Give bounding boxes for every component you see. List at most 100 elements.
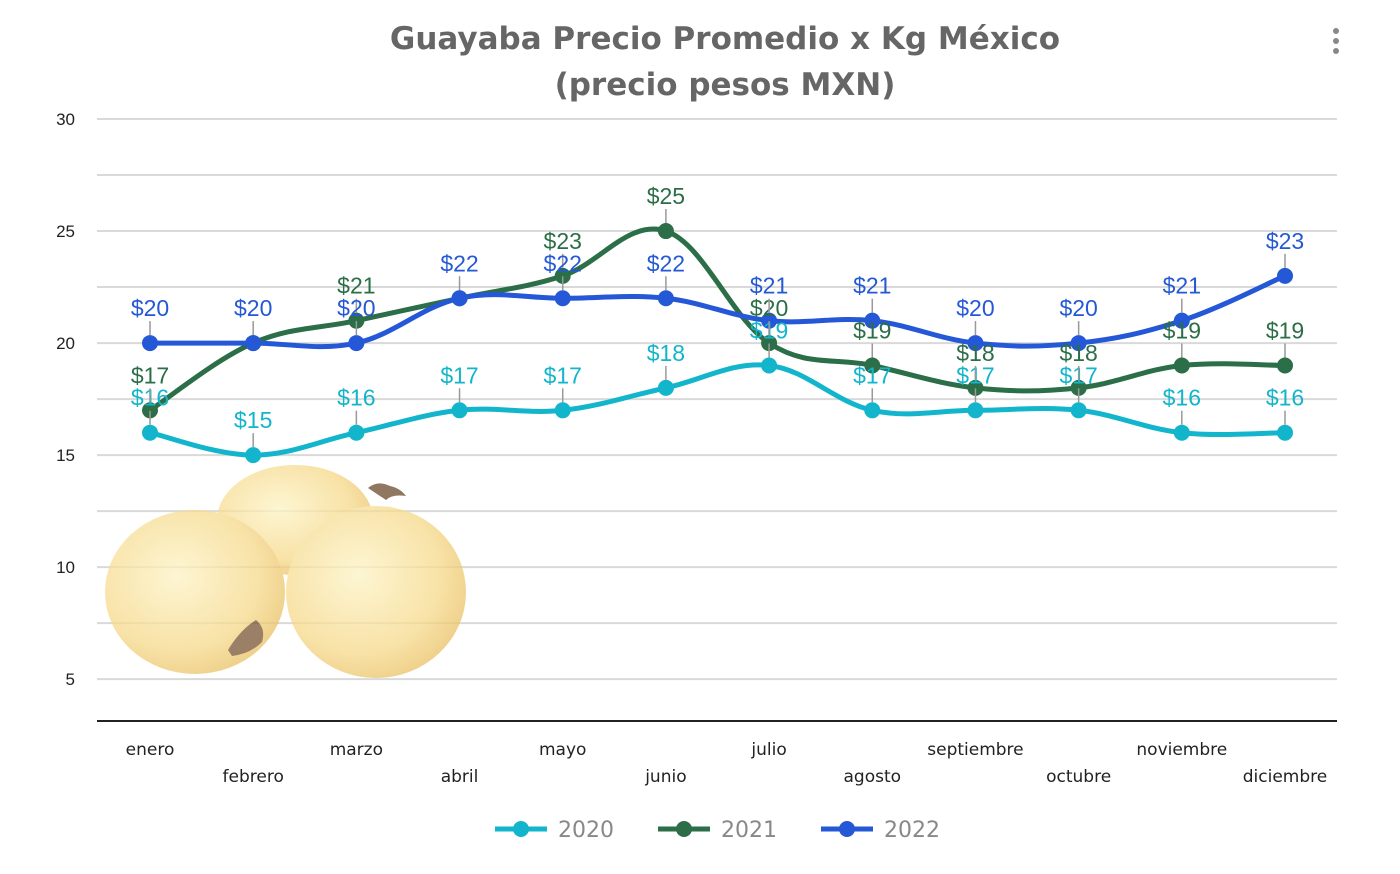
title-line-2: (precio pesos MXN): [554, 67, 896, 103]
y-tick-label: 25: [56, 222, 75, 241]
data-point: [451, 290, 468, 307]
data-label: $19: [853, 317, 891, 343]
series-line-2021: [148, 226, 1286, 413]
data-label: $16: [1266, 385, 1304, 411]
data-label: $21: [337, 273, 375, 299]
legend-label: 2022: [884, 818, 940, 843]
data-label: $17: [131, 362, 169, 388]
y-tick-label: 10: [56, 558, 75, 577]
data-label: $17: [440, 362, 478, 388]
data-label: $17: [853, 362, 891, 388]
guava-image: [105, 465, 466, 678]
data-label: $20: [956, 295, 994, 321]
data-label: $17: [544, 362, 582, 388]
data-label: $20: [337, 295, 375, 321]
title-line-1: Guayaba Precio Promedio x Kg México: [389, 21, 1061, 57]
data-point: [1173, 357, 1190, 374]
data-label: $21: [1163, 273, 1201, 299]
legend-marker: [839, 821, 855, 837]
x-tick-label: febrero: [223, 767, 284, 787]
x-tick-label: junio: [644, 767, 686, 787]
data-point: [554, 267, 571, 284]
data-point: [1277, 357, 1293, 374]
data-point: [657, 379, 674, 396]
data-point: [1173, 424, 1190, 441]
data-point: [1173, 312, 1190, 329]
data-label: $22: [440, 250, 478, 276]
y-tick-label: 30: [56, 110, 75, 129]
data-label: $18: [956, 340, 994, 366]
data-label: $20: [131, 295, 169, 321]
y-tick-label: 15: [56, 446, 75, 465]
data-label: $19: [1266, 317, 1304, 343]
data-point: [1070, 335, 1087, 352]
data-point: [657, 290, 674, 307]
data-point: [245, 335, 262, 352]
x-tick-label: diciembre: [1243, 767, 1327, 787]
legend-marker: [513, 821, 529, 837]
data-label: $18: [1059, 340, 1097, 366]
data-point: [1070, 379, 1087, 396]
data-point: [245, 447, 262, 464]
data-label: $20: [1059, 295, 1097, 321]
more-options-icon[interactable]: [1333, 28, 1341, 58]
data-point: [761, 312, 778, 329]
data-point: [657, 223, 674, 240]
data-point: [1070, 402, 1087, 419]
data-point: [142, 402, 158, 419]
data-label: $22: [647, 250, 685, 276]
x-tick-label: noviembre: [1136, 740, 1227, 760]
data-point: [864, 357, 881, 374]
data-point: [864, 402, 881, 419]
data-point: [967, 402, 984, 419]
data-point: [864, 312, 881, 329]
chart-title: Guayaba Precio Promedio x Kg México (pre…: [0, 16, 1400, 108]
data-label: $19: [1163, 317, 1201, 343]
series-2021: [142, 223, 1293, 419]
legend-label: 2020: [558, 818, 614, 843]
data-point: [967, 335, 984, 352]
legend-marker: [676, 821, 692, 837]
data-label: $15: [234, 407, 272, 433]
data-label: $23: [544, 228, 582, 254]
data-point: [761, 357, 778, 374]
data-point: [967, 379, 984, 396]
data-label: $23: [1266, 228, 1304, 254]
data-point: [348, 335, 365, 352]
series-2020: [142, 357, 1293, 464]
x-tick-label: agosto: [843, 767, 901, 787]
data-point: [761, 335, 778, 352]
data-point: [348, 312, 365, 329]
x-tick-label: mayo: [539, 740, 586, 760]
series-line-2020: [149, 362, 1286, 458]
legend: 2020 2021 2022: [495, 818, 940, 843]
x-tick-label: octubre: [1046, 767, 1111, 787]
data-point: [554, 402, 571, 419]
series-line-2022: [150, 273, 1286, 350]
data-point: [142, 335, 158, 352]
y-tick-label: 5: [66, 670, 75, 689]
x-tick-label: enero: [126, 740, 175, 760]
data-point: [451, 402, 468, 419]
data-label: $21: [853, 273, 891, 299]
x-tick-label: julio: [750, 740, 786, 760]
data-point: [1277, 424, 1293, 441]
data-label: $22: [544, 250, 582, 276]
data-point: [142, 424, 158, 441]
data-label: $16: [337, 385, 375, 411]
y-tick-label: 20: [56, 334, 75, 353]
x-tick-label: septiembre: [927, 740, 1023, 760]
data-label: $18: [647, 340, 685, 366]
legend-label: 2021: [721, 818, 777, 843]
data-point: [348, 424, 365, 441]
data-label: $16: [1163, 385, 1201, 411]
data-label: $25: [647, 183, 685, 209]
data-label: $20: [234, 295, 272, 321]
data-point: [554, 290, 571, 307]
series-2022: [142, 267, 1293, 352]
data-label: $21: [750, 273, 788, 299]
x-tick-label: abril: [441, 767, 479, 787]
x-tick-label: marzo: [330, 740, 383, 760]
data-point: [1277, 267, 1293, 284]
